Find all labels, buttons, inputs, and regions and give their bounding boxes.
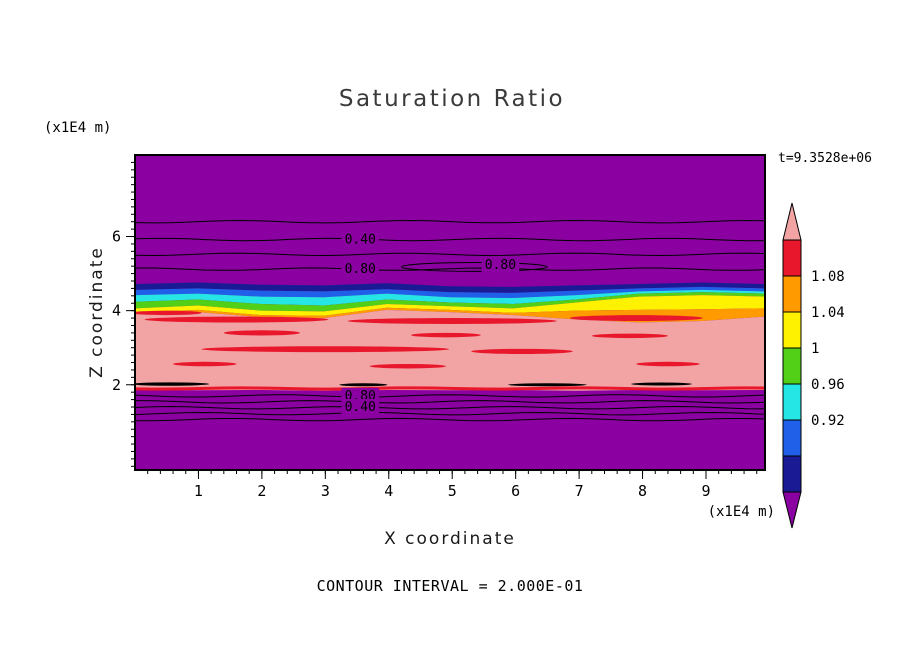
red-streak	[144, 316, 329, 323]
x-tick-label: 3	[321, 482, 330, 500]
colorbar-label: 0.92	[811, 413, 845, 429]
x-axis-unit-label: (x1E4 m)	[707, 504, 775, 520]
colorbar-top-arrow	[782, 202, 802, 241]
red-streak	[410, 332, 481, 338]
contour-line	[135, 400, 765, 404]
time-annotation: t=9.3528e+06	[778, 151, 872, 166]
blue-band	[135, 286, 765, 298]
colorbar-segment	[782, 419, 802, 457]
page-title: Saturation Ratio	[338, 86, 566, 112]
x-tick-label: 2	[257, 482, 266, 500]
colorbar-label: 1	[811, 341, 819, 357]
contour-label: 0.80	[345, 262, 376, 277]
colorbar-segment	[782, 347, 802, 385]
colorbar-segment	[782, 239, 802, 277]
contour-line	[135, 411, 765, 416]
red-streak	[471, 348, 573, 355]
contour-label: 0.40	[345, 232, 376, 247]
cyan-band	[135, 289, 765, 306]
contour-label-bg	[341, 231, 380, 247]
contour-label-bg	[481, 257, 520, 273]
red-streak	[369, 364, 446, 369]
y-axis-unit-label: (x1E4 m)	[44, 120, 112, 136]
plot-frame	[134, 154, 766, 471]
contour-line	[135, 417, 765, 422]
colorbar-segment	[782, 455, 802, 493]
red-streak	[591, 333, 668, 339]
red-streak	[201, 346, 450, 353]
navy-band	[135, 282, 765, 293]
contour-line	[135, 219, 765, 224]
black-streak	[339, 383, 388, 387]
x-tick-label: 7	[575, 482, 584, 500]
plot-area: 0.400.80 0.800.800.40	[135, 155, 765, 470]
axis-ticks	[126, 161, 758, 479]
red-streak	[569, 315, 703, 322]
pink-region	[135, 309, 765, 391]
colorbar: 1.08 1.04 1 0.96 0.92	[782, 202, 845, 529]
x-tick-label: 9	[701, 482, 710, 500]
y-tick-label: 4	[112, 302, 121, 320]
y-tick-label: 6	[112, 228, 121, 246]
colorbar-segment	[782, 311, 802, 349]
contour-label: 0.40	[345, 400, 376, 415]
black-streak	[508, 383, 587, 387]
x-axis-title: X coordinate	[384, 529, 516, 549]
contour-line	[135, 252, 765, 257]
x-tick-label: 4	[384, 482, 393, 500]
yellow-band	[135, 295, 765, 316]
contour-label-bg	[341, 261, 380, 277]
black-streak	[631, 382, 693, 386]
closed-contour	[400, 261, 548, 272]
colorbar-segment	[782, 275, 802, 313]
contour-line	[135, 394, 765, 398]
red-streak	[636, 361, 700, 367]
contour-line	[135, 405, 765, 410]
contour-label: 0.80	[485, 258, 516, 273]
colorbar-label: 1.04	[811, 305, 845, 321]
red-streak	[223, 330, 300, 336]
green-band	[135, 292, 765, 312]
red-boundary-line	[135, 386, 765, 391]
contour-line	[135, 237, 765, 242]
y-tick-label: 2	[112, 376, 121, 394]
x-tick-label: 6	[511, 482, 520, 500]
x-tick-label: 5	[448, 482, 457, 500]
colorbar-bottom-arrow	[782, 491, 802, 529]
red-streak	[173, 361, 237, 367]
contour-interval-note: CONTOUR INTERVAL = 2.000E-01	[316, 577, 584, 595]
red-streak	[135, 310, 202, 316]
contour-line	[135, 267, 765, 271]
black-streak	[135, 382, 210, 386]
x-tick-label: 1	[194, 482, 203, 500]
x-tick-label: 8	[638, 482, 647, 500]
colorbar-segment	[782, 383, 802, 421]
colorbar-label: 1.08	[811, 269, 845, 285]
red-streak	[347, 318, 557, 324]
contour-label-bg	[341, 399, 380, 414]
colorbar-label: 0.96	[811, 377, 845, 393]
